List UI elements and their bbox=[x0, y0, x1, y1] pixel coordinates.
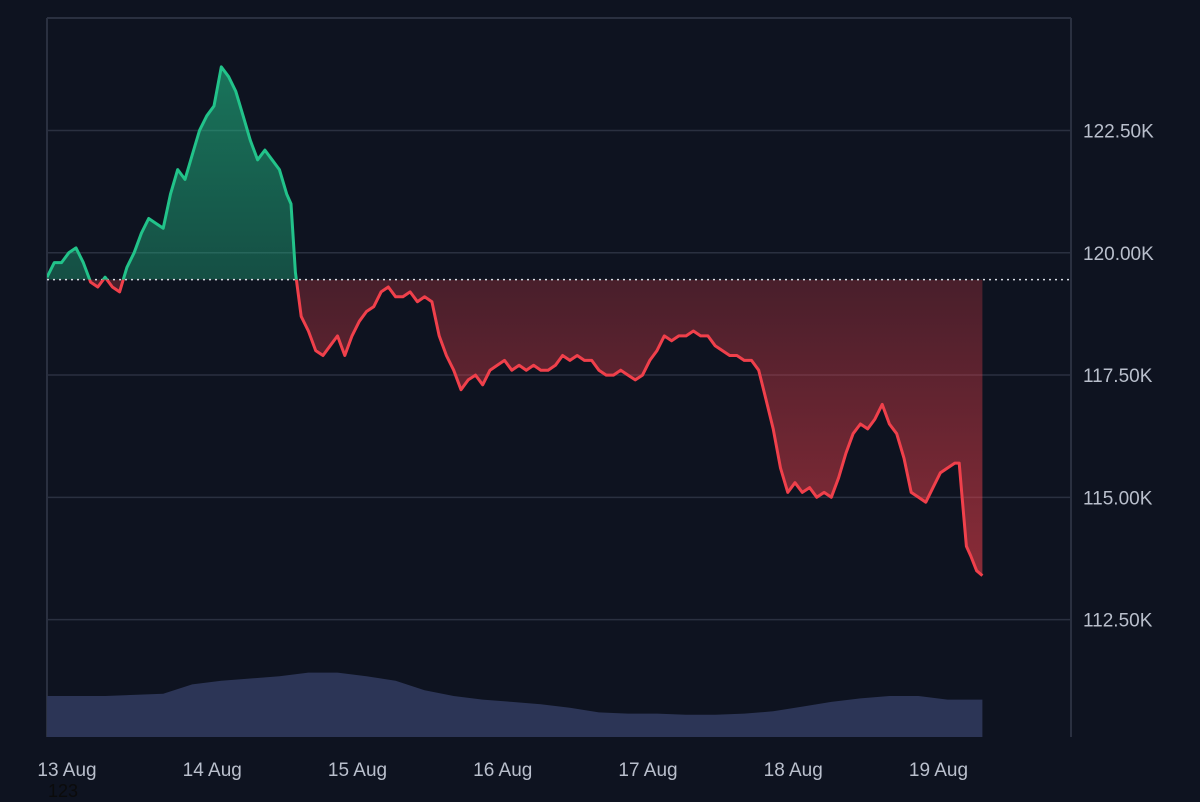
y-tick-label: 117.50K bbox=[1083, 366, 1153, 387]
price-lines bbox=[47, 65, 984, 577]
volume-area bbox=[47, 672, 983, 737]
area-below-baseline bbox=[47, 279, 983, 576]
x-tick-label: 16 Aug bbox=[473, 760, 532, 781]
y-tick-label: 115.00K bbox=[1083, 488, 1153, 509]
y-tick-label: 120.00K bbox=[1083, 244, 1154, 265]
watermark-logo: 123 bbox=[48, 781, 79, 801]
area-above-baseline bbox=[47, 66, 297, 280]
price-line-down bbox=[88, 279, 984, 577]
x-tick-label: 19 Aug bbox=[909, 760, 968, 781]
volume-bars bbox=[47, 672, 983, 737]
x-tick-label: 14 Aug bbox=[183, 760, 242, 781]
x-tick-label: 18 Aug bbox=[764, 760, 823, 781]
y-axis-labels: 122.50K 120.00K 117.50K 115.00K 112.50K bbox=[1083, 121, 1154, 631]
y-tick-label: 122.50K bbox=[1083, 121, 1154, 142]
x-tick-label: 13 Aug bbox=[37, 760, 96, 781]
price-line-up bbox=[47, 65, 298, 280]
y-tick-label: 112.50K bbox=[1083, 611, 1153, 632]
x-tick-label: 17 Aug bbox=[618, 760, 677, 781]
x-tick-label: 15 Aug bbox=[328, 760, 387, 781]
x-axis-labels: 13 Aug 14 Aug 15 Aug 16 Aug 17 Aug 18 Aug 19 A… bbox=[37, 760, 968, 781]
price-areas bbox=[47, 66, 983, 576]
